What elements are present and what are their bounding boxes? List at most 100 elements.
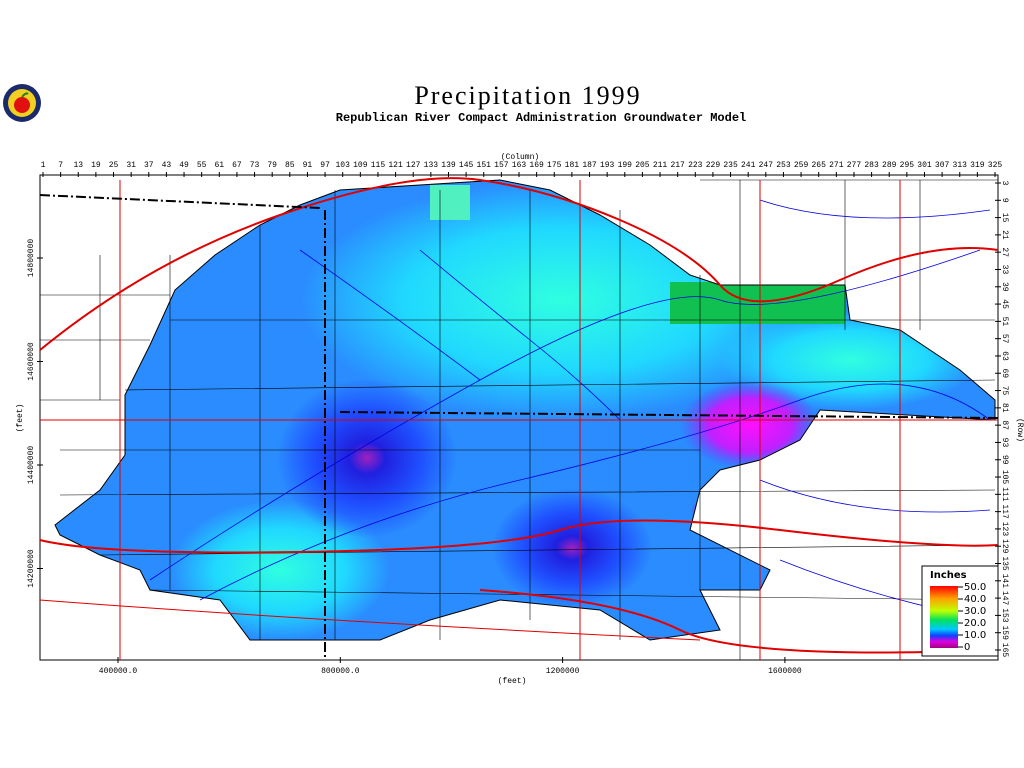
column-tick-label: 211 <box>653 161 668 170</box>
left-axis-label: (feet) <box>16 404 25 433</box>
column-tick-label: 259 <box>794 161 809 170</box>
legend-label: 10.0 <box>964 630 986 641</box>
state-lines <box>39 194 999 660</box>
column-tick-label: 121 <box>388 161 403 170</box>
column-tick-label: 115 <box>371 161 386 170</box>
map <box>39 174 999 661</box>
row-tick-label: 9 <box>1000 198 1009 203</box>
column-tick-label: 127 <box>406 161 421 170</box>
column-tick-label: 217 <box>670 161 685 170</box>
legend-label: 0 <box>964 642 970 653</box>
column-tick-label: 295 <box>900 161 915 170</box>
subtitle: Republican River Compact Administration … <box>336 111 746 125</box>
bottom-tick-label: 800000.0 <box>321 667 360 676</box>
column-tick-label: 301 <box>917 161 932 170</box>
column-tick-label: 91 <box>303 161 313 170</box>
row-tick-label: 15 <box>1000 213 1009 223</box>
column-tick-label: 181 <box>565 161 580 170</box>
column-tick-label: 73 <box>250 161 260 170</box>
row-tick-label: 165 <box>1000 643 1009 658</box>
row-tick-label: 135 <box>1000 556 1009 571</box>
row-tick-label: 153 <box>1000 608 1009 623</box>
bottom-tick-label: 1200000 <box>546 667 580 676</box>
row-tick-label: 87 <box>1000 420 1009 430</box>
legend-label: 30.0 <box>964 606 986 617</box>
column-tick-label: 235 <box>723 161 738 170</box>
legend-title: Inches <box>930 570 967 581</box>
row-tick-label: 111 <box>1000 487 1009 502</box>
legend-label: 40.0 <box>964 594 986 605</box>
row-tick-label: 117 <box>1000 504 1009 519</box>
legend-label: 50.0 <box>964 582 986 593</box>
column-tick-label: 199 <box>618 161 633 170</box>
column-tick-label: 313 <box>953 161 968 170</box>
row-tick-label: 81 <box>1000 403 1009 413</box>
column-tick-label: 193 <box>600 161 615 170</box>
column-tick-label: 157 <box>494 161 509 170</box>
left-tick-label: 14400000 <box>27 446 36 485</box>
row-tick-label: 27 <box>1000 247 1009 257</box>
column-tick-label: 13 <box>73 161 83 170</box>
logo <box>3 84 41 122</box>
column-tick-label: 7 <box>58 161 63 170</box>
column-tick-label: 109 <box>353 161 368 170</box>
column-tick-label: 319 <box>970 161 985 170</box>
row-tick-label: 39 <box>1000 282 1009 292</box>
column-tick-label: 283 <box>864 161 879 170</box>
column-tick-label: 61 <box>214 161 224 170</box>
column-tick-label: 175 <box>547 161 562 170</box>
top-axis-label: (Column) <box>501 153 539 162</box>
column-tick-label: 31 <box>126 161 136 170</box>
column-tick-label: 37 <box>144 161 154 170</box>
row-tick-label: 141 <box>1000 574 1009 589</box>
column-tick-label: 139 <box>441 161 456 170</box>
column-tick-label: 55 <box>197 161 207 170</box>
row-tick-label: 159 <box>1000 626 1009 641</box>
left-tick-label: 14200000 <box>27 549 36 588</box>
column-tick-label: 271 <box>829 161 844 170</box>
row-tick-label: 33 <box>1000 265 1009 275</box>
row-tick-label: 129 <box>1000 539 1009 554</box>
row-tick-label: 3 <box>1000 181 1009 186</box>
column-tick-label: 133 <box>424 161 439 170</box>
column-tick-label: 85 <box>285 161 295 170</box>
column-tick-label: 307 <box>935 161 950 170</box>
column-tick-label: 187 <box>582 161 597 170</box>
column-tick-label: 241 <box>741 161 756 170</box>
column-tick-label: 49 <box>179 161 189 170</box>
bottom-tick-label: 400000.0 <box>99 667 138 676</box>
column-tick-label: 97 <box>320 161 330 170</box>
left-tick-label: 14800000 <box>27 239 36 278</box>
row-tick-label: 93 <box>1000 438 1009 448</box>
right-axis-label: (Row) <box>1015 418 1024 442</box>
bottom-axis-label: (feet) <box>498 677 527 686</box>
column-tick-label: 247 <box>759 161 774 170</box>
column-tick-label: 277 <box>847 161 862 170</box>
bottom-tick-label: 1600000 <box>768 667 802 676</box>
column-tick-label: 19 <box>91 161 101 170</box>
column-tick-label: 67 <box>232 161 242 170</box>
row-tick-label: 57 <box>1000 334 1009 344</box>
column-tick-label: 43 <box>162 161 172 170</box>
column-tick-label: 325 <box>988 161 1003 170</box>
row-tick-label: 105 <box>1000 470 1009 485</box>
column-tick-label: 253 <box>776 161 791 170</box>
column-tick-label: 229 <box>706 161 721 170</box>
row-tick-label: 69 <box>1000 368 1009 378</box>
row-tick-label: 123 <box>1000 522 1009 537</box>
column-tick-label: 169 <box>529 161 544 170</box>
roads <box>39 177 999 660</box>
row-tick-label: 51 <box>1000 317 1009 327</box>
column-tick-label: 151 <box>477 161 492 170</box>
column-tick-label: 103 <box>336 161 351 170</box>
row-tick-label: 99 <box>1000 455 1009 465</box>
column-tick-label: 25 <box>109 161 119 170</box>
row-tick-label: 63 <box>1000 351 1009 361</box>
row-tick-label: 21 <box>1000 230 1009 240</box>
left-tick-label: 14600000 <box>27 342 36 381</box>
title: Precipitation 1999 <box>414 81 641 110</box>
row-tick-label: 147 <box>1000 591 1009 606</box>
column-tick-label: 205 <box>635 161 650 170</box>
column-tick-label: 265 <box>812 161 827 170</box>
